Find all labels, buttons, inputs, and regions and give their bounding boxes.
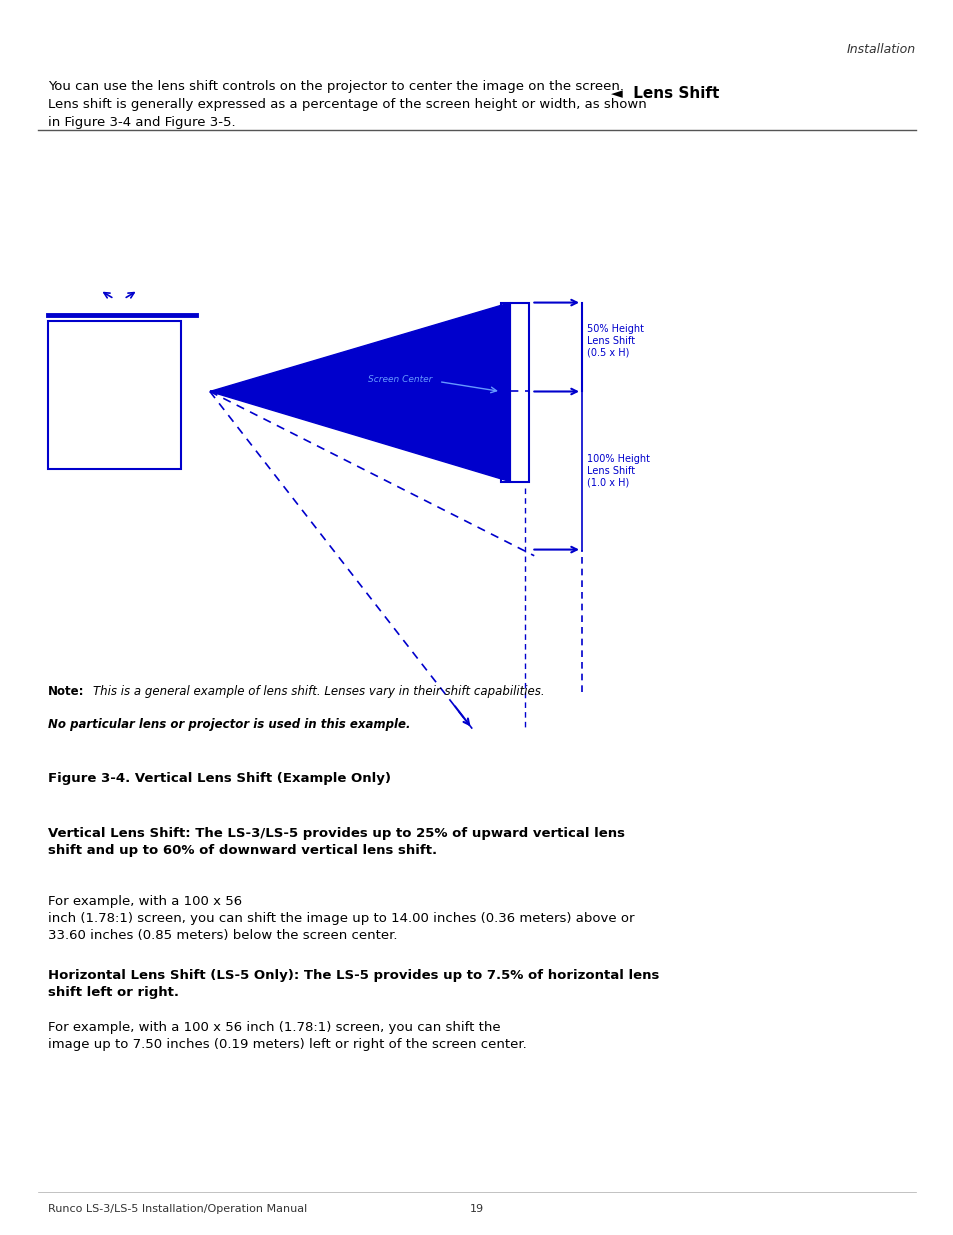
Bar bbox=[500, 303, 529, 482]
Text: Screen Center: Screen Center bbox=[368, 374, 433, 384]
Text: Figure 3-4. Vertical Lens Shift (Example Only): Figure 3-4. Vertical Lens Shift (Example… bbox=[48, 772, 391, 785]
Text: Vertical Lens Shift: The LS-3/LS-5 provides up to 25% of upward vertical lens
sh: Vertical Lens Shift: The LS-3/LS-5 provi… bbox=[48, 827, 624, 857]
Text: For example, with a 100 x 56 inch (1.78:1) screen, you can shift the
image up to: For example, with a 100 x 56 inch (1.78:… bbox=[48, 1021, 526, 1051]
Text: 19: 19 bbox=[470, 1204, 483, 1214]
Text: For example, with a 100 x 56
inch (1.78:1) screen, you can shift the image up to: For example, with a 100 x 56 inch (1.78:… bbox=[48, 895, 634, 942]
Bar bbox=[48, 321, 181, 469]
Text: No particular lens or projector is used in this example.: No particular lens or projector is used … bbox=[48, 718, 410, 731]
Polygon shape bbox=[210, 303, 510, 482]
Text: Installation: Installation bbox=[846, 43, 915, 57]
Text: 50% Height
Lens Shift
(0.5 x H): 50% Height Lens Shift (0.5 x H) bbox=[586, 325, 643, 357]
Text: This is a general example of lens shift. Lenses vary in their shift capabilities: This is a general example of lens shift.… bbox=[92, 685, 543, 699]
Text: Note:: Note: bbox=[48, 685, 84, 699]
Text: Runco LS-3/LS-5 Installation/Operation Manual: Runco LS-3/LS-5 Installation/Operation M… bbox=[48, 1204, 307, 1214]
Text: Horizontal Lens Shift (LS-5 Only): The LS-5 provides up to 7.5% of horizontal le: Horizontal Lens Shift (LS-5 Only): The L… bbox=[48, 969, 659, 999]
Text: ◄  Lens Shift: ◄ Lens Shift bbox=[610, 86, 719, 101]
Text: 100% Height
Lens Shift
(1.0 x H): 100% Height Lens Shift (1.0 x H) bbox=[586, 454, 649, 487]
Text: You can use the lens shift controls on the projector to center the image on the : You can use the lens shift controls on t… bbox=[48, 80, 646, 130]
